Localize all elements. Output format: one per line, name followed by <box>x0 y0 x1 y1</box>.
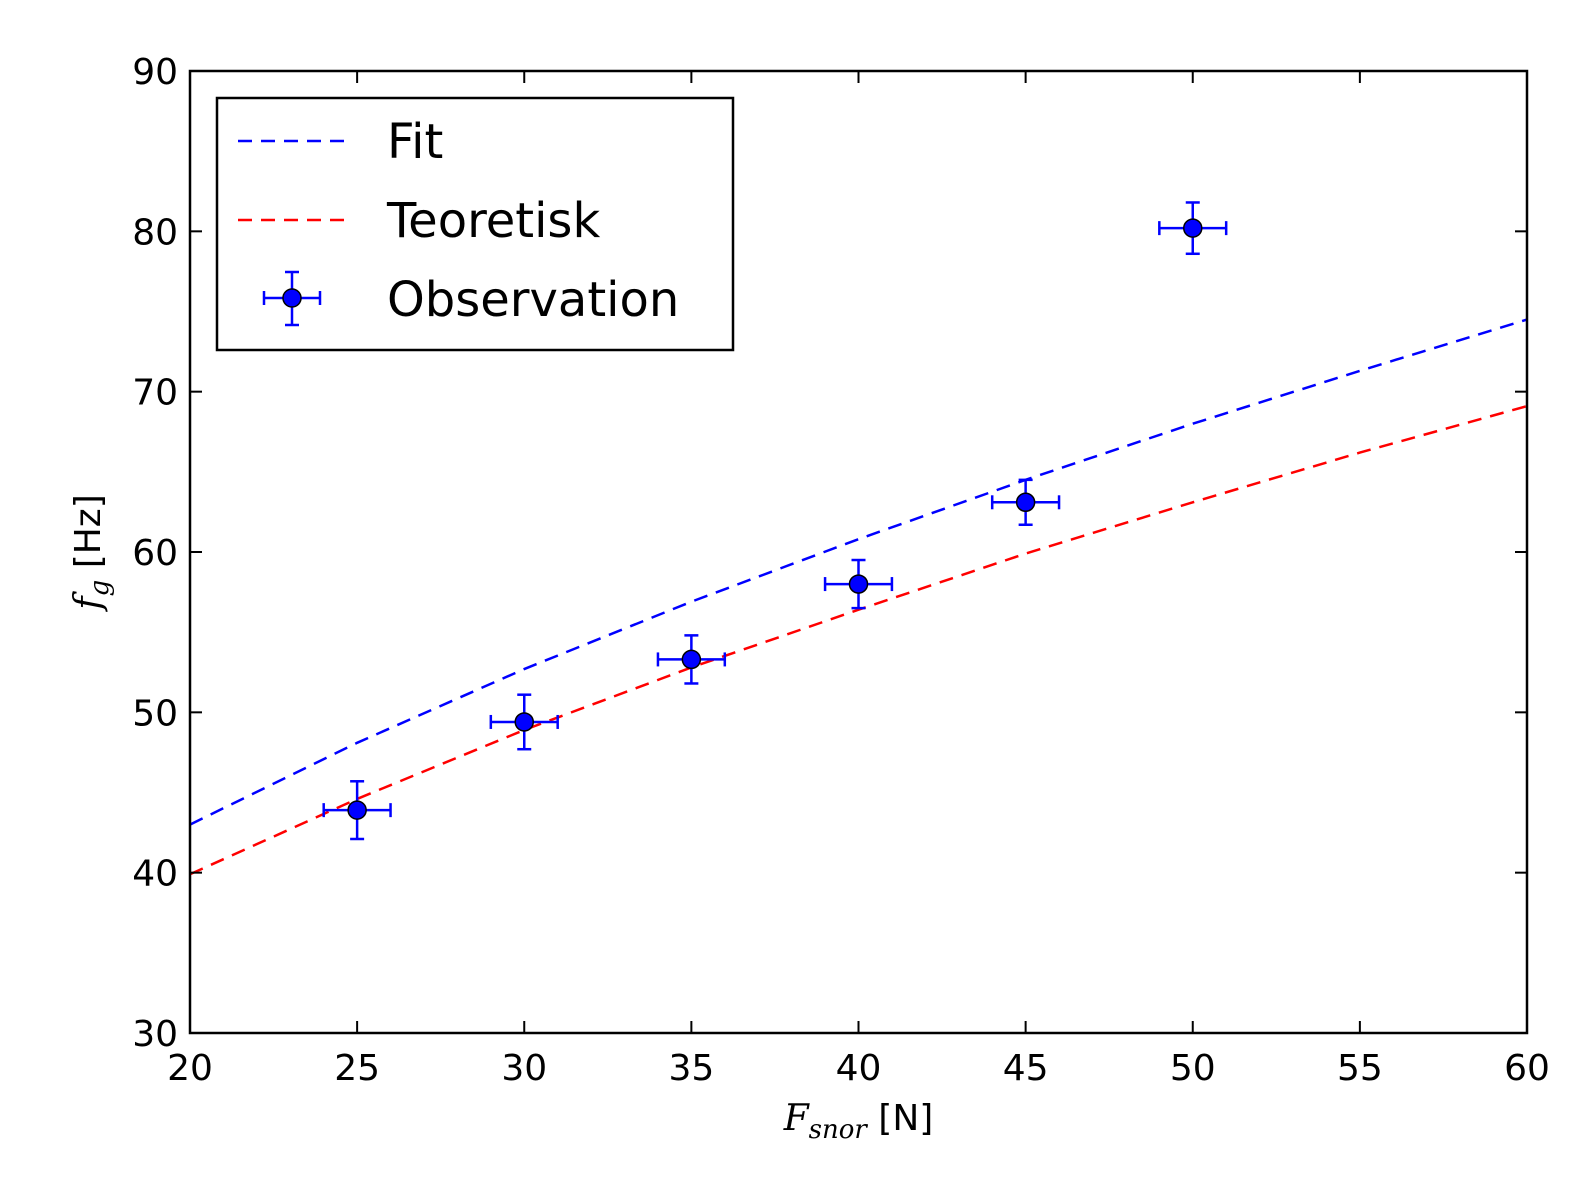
fit-line <box>189 318 1528 826</box>
legend-observation-marker <box>282 288 302 308</box>
observation-marker-40 <box>848 574 869 594</box>
x-tick-label-55: 55 <box>1337 1048 1383 1089</box>
observation-marker-25 <box>347 800 367 820</box>
y-tick-label-60: 60 <box>132 533 178 574</box>
ticks: 20 25 30 35 40 45 50 55 60 30 40 50 60 70 80 90 <box>132 52 1550 1089</box>
observation-marker-35 <box>681 649 702 670</box>
observation-point-45 <box>990 478 1061 526</box>
x-tick-label-50: 50 <box>1170 1048 1216 1089</box>
x-axis-label: Fsnor [N] <box>783 1098 934 1145</box>
y-tick-label-40: 40 <box>132 854 178 895</box>
legend-observation-label: Observation <box>387 272 679 328</box>
x-tick-label-20: 20 <box>167 1048 213 1089</box>
observation-marker-50 <box>1183 218 1203 238</box>
legend: Fit Teoretisk Observation <box>215 96 735 352</box>
x-axis-symbol: F <box>783 1098 811 1139</box>
x-axis-subscript: snor <box>809 1115 869 1145</box>
teoretisk-line <box>189 404 1528 876</box>
y-tick-label-50: 50 <box>132 693 178 734</box>
legend-fit-label: Fit <box>387 114 443 170</box>
x-tick-label-25: 25 <box>334 1048 380 1089</box>
observation-point-25 <box>322 780 392 841</box>
plot-area <box>189 201 1528 876</box>
observation-point-40 <box>823 558 894 610</box>
legend-box <box>215 96 735 352</box>
y-tick-label-90: 90 <box>132 52 178 93</box>
observation-point-30 <box>489 693 559 751</box>
y-axis-subscript: g <box>85 580 115 597</box>
legend-teoretisk-label: Teoretisk <box>386 193 600 249</box>
x-axis-unit: [N] <box>867 1098 933 1139</box>
x-tick-label-60: 60 <box>1504 1048 1550 1089</box>
x-tick-label-35: 35 <box>668 1048 714 1089</box>
x-tick-label-45: 45 <box>1003 1048 1049 1089</box>
y-axis-unit: [Hz] <box>68 494 109 580</box>
y-axis-label: fg [Hz] <box>68 494 115 612</box>
legend-observation-swatch <box>262 270 322 327</box>
x-tick-label-30: 30 <box>501 1048 547 1089</box>
observation-marker-30 <box>514 712 534 732</box>
observation-marker-45 <box>1015 492 1036 513</box>
y-tick-label-80: 80 <box>132 212 178 253</box>
y-tick-label-70: 70 <box>132 373 178 414</box>
observation-point-50 <box>1158 201 1228 256</box>
x-tick-label-40: 40 <box>836 1048 882 1089</box>
observation-point-35 <box>656 634 727 685</box>
y-tick-label-30: 30 <box>132 1014 178 1055</box>
